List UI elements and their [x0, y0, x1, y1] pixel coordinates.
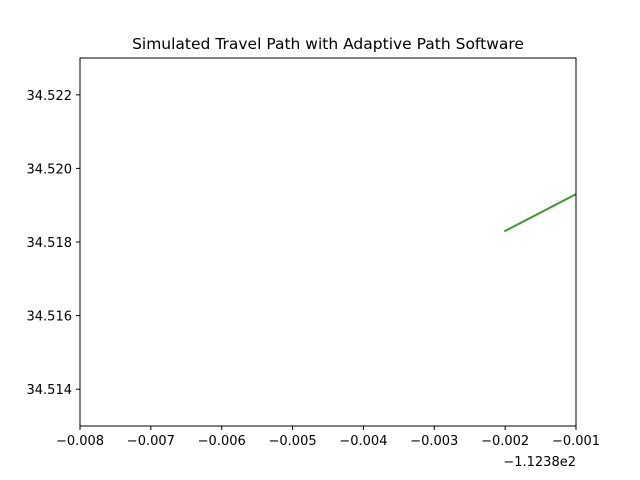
y-tick-label: 34.518: [27, 236, 73, 251]
x-tick-label: −0.002: [481, 434, 529, 449]
x-tick-label: −0.005: [269, 434, 317, 449]
series-line-0: [503, 193, 576, 233]
x-tick-label: −0.004: [339, 434, 387, 449]
plot-area: −0.008 −0.007 −0.006 −0.005 −0.004 −0.003 −0.0…: [27, 57, 600, 449]
x-tick-label: −0.003: [410, 434, 458, 449]
x-tick-label: −0.001: [552, 434, 600, 449]
chart-title: Simulated Travel Path with Adaptive Path…: [132, 35, 524, 53]
y-tick-label: 34.516: [27, 310, 73, 325]
x-axis-offset-label: −1.1238e2: [503, 455, 576, 470]
x-tick-label: −0.006: [198, 434, 246, 449]
x-tick-label: −0.007: [127, 434, 175, 449]
y-tick-label: 34.522: [27, 89, 73, 104]
y-tick-label: 34.520: [27, 162, 73, 177]
x-tick-label: −0.008: [56, 434, 104, 449]
y-tick-label: 34.514: [27, 383, 73, 398]
